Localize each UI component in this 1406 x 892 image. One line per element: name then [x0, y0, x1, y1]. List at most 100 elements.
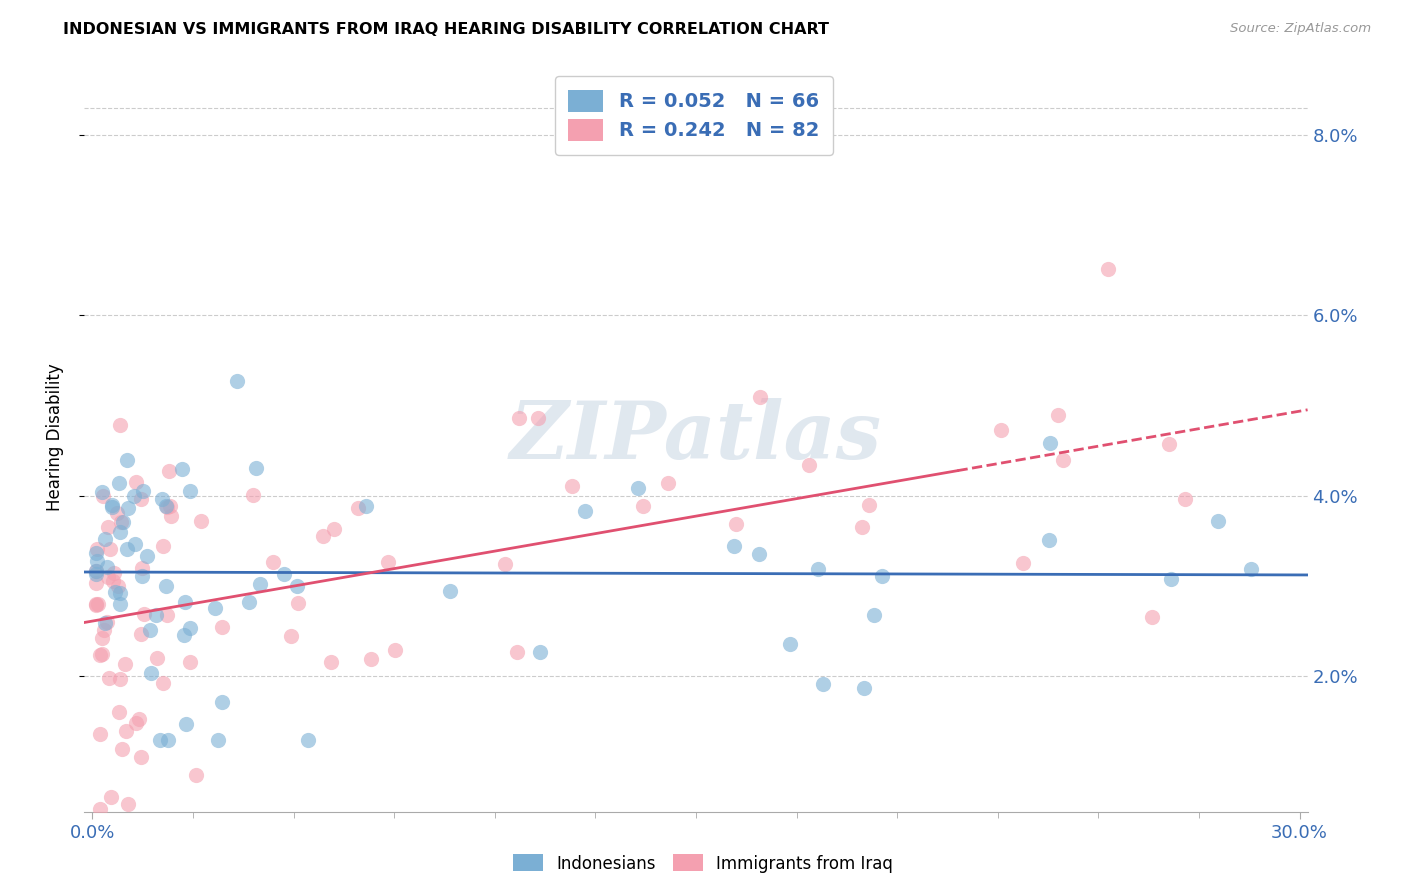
Point: [89, 802, 111, 816]
Point: [96, 559, 118, 574]
Point: [96, 615, 118, 629]
Point: [152, 675, 174, 690]
Point: [204, 601, 226, 615]
Point: [238, 595, 260, 609]
Point: [155, 579, 177, 593]
Point: [1142, 609, 1164, 624]
Point: [184, 768, 207, 782]
Point: [98, 542, 121, 557]
Legend: Indonesians, Immigrants from Iraq: Indonesians, Immigrants from Iraq: [506, 847, 900, 880]
Point: [91, 489, 114, 503]
Point: [627, 481, 650, 495]
Point: [114, 657, 136, 672]
Point: [1157, 437, 1180, 451]
Point: [86, 567, 108, 582]
Point: [561, 479, 583, 493]
Point: [322, 522, 344, 536]
Point: [354, 500, 377, 514]
Text: ZIPatlas: ZIPatlas: [510, 399, 882, 475]
Point: [89, 727, 111, 741]
Point: [807, 562, 830, 576]
Point: [86, 598, 108, 612]
Point: [108, 705, 131, 719]
Point: [117, 501, 139, 516]
Point: [156, 732, 179, 747]
Point: [160, 509, 183, 524]
Point: [179, 621, 201, 635]
Point: [124, 489, 146, 503]
Point: [131, 627, 153, 641]
Point: [105, 506, 128, 520]
Point: [207, 732, 229, 747]
Point: [657, 476, 679, 491]
Point: [101, 574, 124, 588]
Point: [86, 564, 108, 578]
Point: [853, 681, 876, 695]
Point: [134, 607, 156, 622]
Point: [347, 501, 370, 516]
Point: [86, 541, 108, 556]
Point: [132, 483, 155, 498]
Point: [319, 655, 342, 669]
Point: [1039, 435, 1062, 450]
Point: [86, 597, 108, 611]
Point: [174, 716, 197, 731]
Point: [91, 631, 114, 645]
Point: [124, 537, 146, 551]
Point: [506, 645, 529, 659]
Point: [86, 576, 108, 591]
Point: [139, 666, 162, 681]
Point: [170, 462, 193, 476]
Point: [128, 712, 150, 726]
Point: [179, 655, 201, 669]
Point: [115, 453, 138, 467]
Point: [262, 555, 284, 569]
Point: [1240, 562, 1263, 576]
Point: [107, 579, 129, 593]
Point: [377, 555, 399, 569]
Point: [574, 504, 596, 518]
Point: [858, 499, 880, 513]
Text: Source: ZipAtlas.com: Source: ZipAtlas.com: [1230, 22, 1371, 36]
Point: [135, 549, 157, 564]
Point: [110, 515, 132, 529]
Point: [100, 498, 122, 512]
Point: [117, 797, 139, 812]
Point: [280, 629, 302, 643]
Point: [631, 500, 654, 514]
Point: [94, 532, 117, 546]
Point: [870, 568, 893, 582]
Text: INDONESIAN VS IMMIGRANTS FROM IRAQ HEARING DISABILITY CORRELATION CHART: INDONESIAN VS IMMIGRANTS FROM IRAQ HEARI…: [63, 22, 830, 37]
Point: [179, 483, 201, 498]
Point: [439, 583, 461, 598]
Point: [273, 567, 295, 582]
Point: [508, 410, 530, 425]
Point: [110, 597, 132, 611]
Point: [1174, 491, 1197, 506]
Point: [86, 546, 108, 560]
Point: [131, 561, 153, 575]
Point: [104, 584, 127, 599]
Point: [115, 542, 138, 557]
Point: [90, 647, 112, 661]
Point: [93, 623, 115, 637]
Point: [150, 491, 173, 506]
Point: [384, 643, 406, 657]
Point: [173, 628, 195, 642]
Point: [157, 464, 180, 478]
Point: [851, 520, 873, 534]
Point: [86, 554, 108, 568]
Point: [494, 557, 516, 571]
Point: [748, 390, 770, 404]
Point: [111, 515, 134, 529]
Point: [249, 576, 271, 591]
Point: [86, 598, 108, 612]
Point: [125, 716, 148, 731]
Point: [97, 519, 120, 533]
Point: [108, 476, 131, 491]
Point: [129, 750, 152, 764]
Point: [1038, 533, 1060, 547]
Point: [89, 648, 111, 663]
Point: [97, 671, 120, 685]
Point: [863, 607, 886, 622]
